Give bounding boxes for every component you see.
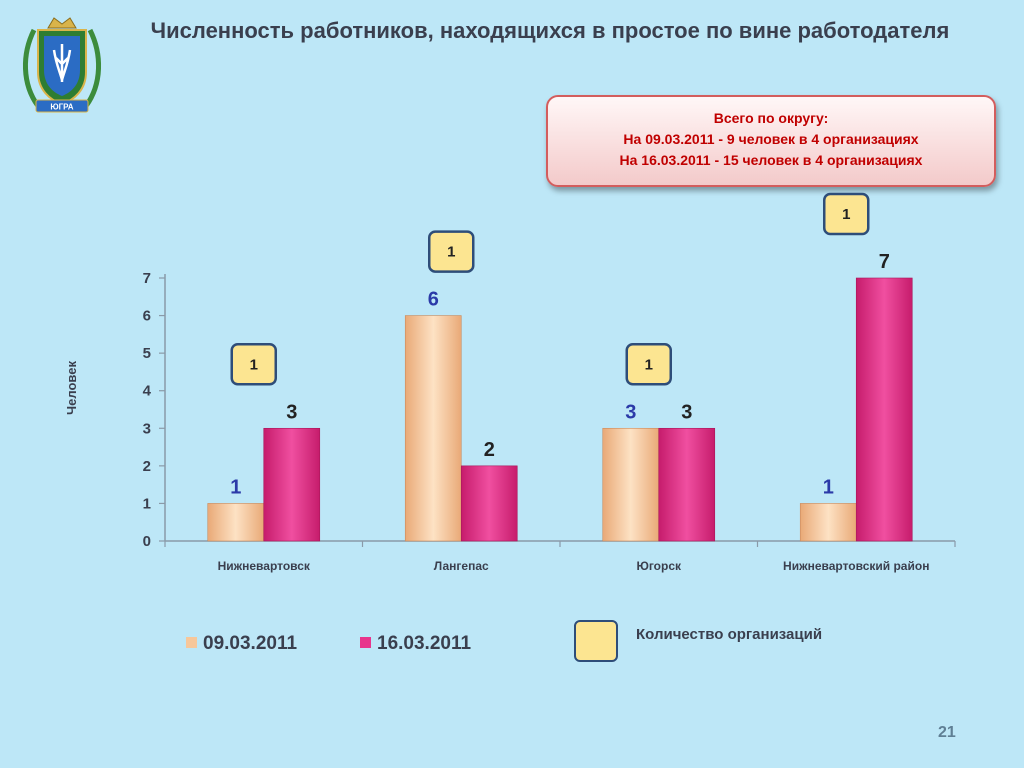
x-tick-label: Лангепас — [434, 559, 489, 573]
district-total-box: Всего по округу: На 09.03.2011 - 9 челов… — [546, 95, 996, 187]
data-label-series-1: 6 — [428, 289, 439, 311]
bar-series-2 — [263, 427, 321, 542]
organization-count-box — [823, 192, 870, 236]
organization-count-label: 1 — [250, 356, 258, 373]
y-tick-label: 6 — [143, 308, 151, 325]
district-total-line-2: На 16.03.2011 - 15 человек в 4 организац… — [619, 152, 923, 168]
x-tick-label: Нижневартовский район — [783, 559, 929, 573]
district-total-heading: Всего по округу: — [713, 110, 829, 126]
x-tick-label: Нижневартовск — [218, 559, 311, 573]
y-tick-label: 4 — [143, 383, 152, 400]
data-label-series-1: 1 — [823, 476, 834, 498]
emblem-wreath-right — [83, 28, 101, 108]
data-label-series-1: 1 — [230, 476, 241, 498]
data-label-series-2: 2 — [484, 439, 495, 461]
emblem-wreath-left — [23, 28, 41, 108]
y-tick-label: 5 — [143, 345, 151, 362]
emblem-banner-text: ЮГРА — [50, 103, 73, 112]
y-tick-label: 1 — [143, 495, 151, 512]
organizations-legend-box — [574, 620, 618, 662]
data-label-series-2: 7 — [879, 251, 890, 273]
bar-series-2 — [658, 427, 716, 542]
legend-item-series-1: 09.03.2011 — [186, 633, 297, 655]
organization-count-box — [625, 343, 672, 386]
legend-swatch-series-1 — [186, 637, 197, 648]
emblem-bird-icon — [52, 44, 72, 82]
emblem-crown — [47, 17, 77, 29]
y-tick-label: 3 — [143, 420, 151, 437]
emblem-logo: ЮГРА — [23, 17, 101, 113]
slide-title: Численность работников, находящихся в пр… — [150, 18, 950, 43]
district-total-line-1: На 09.03.2011 - 9 человек в 4 организаци… — [623, 131, 919, 147]
y-tick-label: 7 — [143, 270, 151, 287]
data-label-series-2: 3 — [681, 401, 692, 423]
organization-count-label: 1 — [645, 356, 653, 373]
page-number: 21 — [938, 724, 956, 741]
organization-count-label: 1 — [842, 206, 850, 223]
legend-item-series-2: 16.03.2011 — [360, 633, 471, 655]
organizations-legend-swatch — [574, 620, 620, 662]
bar-series-1 — [404, 315, 462, 542]
bar-series-2 — [460, 465, 518, 542]
data-label-series-2: 3 — [286, 401, 297, 423]
y-tick-label: 0 — [143, 533, 151, 550]
organization-count-label: 1 — [447, 244, 455, 261]
organizations-legend-label: Количество организаций — [636, 626, 823, 643]
bar-series-2 — [855, 277, 913, 542]
x-tick-label: Югорск — [636, 559, 682, 573]
y-axis-title: Человек — [64, 361, 79, 415]
bar-series-1 — [799, 503, 857, 542]
legend-swatch-series-2 — [360, 637, 371, 648]
organization-count-box — [428, 230, 475, 273]
emblem-banner — [35, 99, 89, 113]
legend-label-series-2: 16.03.2011 — [377, 633, 472, 654]
bar-series-1 — [602, 427, 660, 542]
organization-count-box — [230, 343, 277, 386]
data-label-series-1: 3 — [625, 401, 636, 423]
legend-label-series-1: 09.03.2011 — [203, 633, 298, 654]
y-tick-label: 2 — [143, 458, 151, 475]
bar-series-1 — [207, 503, 265, 542]
